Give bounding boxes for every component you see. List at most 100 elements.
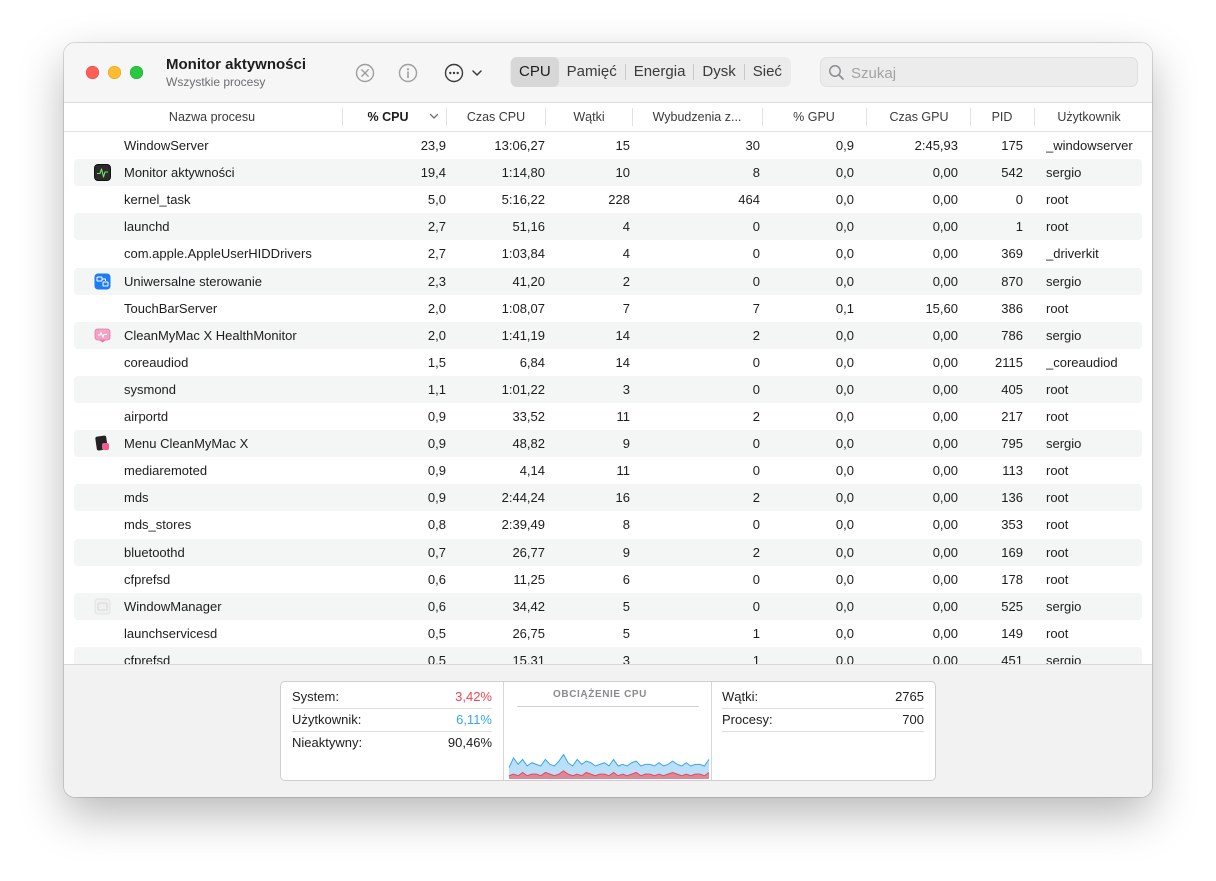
thread-count: 8 bbox=[622, 517, 630, 533]
universal-control-icon bbox=[94, 273, 111, 290]
thread-count: 11 bbox=[616, 463, 631, 479]
process-row[interactable]: TouchBarServer 2,0 1:08,07 7 7 0,1 15,60 386 roo… bbox=[74, 295, 1142, 322]
tab-network[interactable]: Sieć bbox=[752, 63, 782, 80]
thread-count: 2 bbox=[622, 273, 630, 289]
column-header-threads[interactable]: Wątki bbox=[573, 110, 605, 124]
idle-wakeups: 2 bbox=[752, 409, 760, 424]
process-row[interactable]: Menu CleanMyMac X 0,9 48,82 9 0 0,0 0,00 795 ser… bbox=[74, 430, 1142, 458]
user-load-value: 6,11% bbox=[456, 712, 492, 727]
cpu-time: 1:14,80 bbox=[501, 165, 545, 181]
process-row[interactable]: airportd 0,9 33,52 11 2 0,0 0,00 217 root bbox=[74, 403, 1142, 430]
process-name: launchservicesd bbox=[124, 625, 218, 641]
search-input[interactable] bbox=[849, 58, 1133, 88]
column-divider bbox=[632, 108, 633, 126]
column-header-gpu[interactable]: % GPU bbox=[793, 110, 835, 124]
tab-disk[interactable]: Dysk bbox=[702, 63, 736, 80]
tab-divider bbox=[743, 64, 745, 80]
cpu-time: 5:16,22 bbox=[501, 192, 545, 208]
process-row[interactable]: com.apple.AppleUserHIDDrivers 2,7 1:03,84 4… bbox=[74, 240, 1142, 267]
cpu-time: 6,84 bbox=[519, 354, 545, 370]
column-header-process-name[interactable]: Nazwa procesu bbox=[168, 110, 256, 124]
sort-descending-icon bbox=[429, 113, 439, 119]
process-row[interactable]: cfprefsd 0,6 11,25 6 0 0,0 0,00 178 root bbox=[74, 566, 1142, 593]
stop-process-icon bbox=[355, 63, 375, 83]
process-row[interactable]: launchservicesd 0,5 26,75 5 1 0,0 0,00 149 root bbox=[74, 620, 1142, 647]
user-name: sergio bbox=[1046, 652, 1082, 664]
process-row[interactable]: bluetoothd 0,7 26,77 9 2 0,0 0,00 169 root bbox=[74, 538, 1142, 566]
tab-divider bbox=[693, 64, 695, 80]
search-field[interactable] bbox=[820, 57, 1138, 88]
process-row[interactable]: CleanMyMac X HealthMonitor 2,0 1:41,19 14 2 0… bbox=[74, 321, 1142, 349]
user-load-line bbox=[508, 753, 710, 768]
process-name: cfprefsd bbox=[124, 571, 171, 587]
user-name: _windowserver bbox=[1046, 138, 1133, 153]
user-name: root bbox=[1046, 625, 1069, 641]
user-name: root bbox=[1046, 219, 1069, 235]
thread-count: 14 bbox=[615, 354, 630, 370]
table-header: Nazwa procesu % CPU Czas CPU Wątki Wybud… bbox=[64, 103, 1152, 132]
process-row[interactable]: kernel_task 5,0 5:16,22 228 464 0,0 0,00 0 root bbox=[74, 186, 1142, 213]
tab-cpu[interactable]: CPU bbox=[511, 57, 559, 87]
stop-process-button[interactable] bbox=[353, 61, 377, 85]
idle-wakeups: 464 bbox=[738, 192, 760, 208]
close-window-button[interactable] bbox=[86, 66, 99, 79]
cpu-time: 4,14 bbox=[519, 463, 545, 479]
gpu-percent: 0,0 bbox=[835, 165, 854, 181]
gpu-time: 0,00 bbox=[932, 409, 958, 424]
process-row[interactable]: sysmond 1,1 1:01,22 3 0 0,0 0,00 405 root bbox=[74, 375, 1142, 403]
idle-wakeups: 2 bbox=[752, 327, 760, 343]
thread-count: 4 bbox=[622, 219, 630, 235]
gpu-percent: 0,9 bbox=[835, 138, 854, 153]
process-row[interactable]: WindowManager 0,6 34,42 5 0 0,0 0,00 525 sergio bbox=[74, 592, 1142, 620]
column-header-idle-wakeups[interactable]: Wybudzenia z... bbox=[652, 110, 742, 124]
cpu-percent: 2,0 bbox=[427, 327, 446, 343]
process-row[interactable]: Monitor aktywności 19,4 1:14,80 10 8 0,0 0,00 5… bbox=[74, 159, 1142, 187]
process-row[interactable]: launchd 2,7 51,16 4 0 0,0 0,00 1 root bbox=[74, 213, 1142, 241]
process-name: kernel_task bbox=[124, 192, 191, 208]
process-row[interactable]: mds 0,9 2:44,24 16 2 0,0 0,00 136 root bbox=[74, 484, 1142, 512]
inspect-process-button[interactable] bbox=[396, 61, 420, 85]
process-row[interactable]: Uniwersalne sterowanie 2,3 41,20 2 0 0,0 0,00 8… bbox=[74, 267, 1142, 295]
user-load-area bbox=[509, 754, 709, 779]
gpu-time: 0,00 bbox=[932, 327, 958, 343]
idle-label: Nieaktywny: bbox=[292, 735, 363, 750]
gpu-percent: 0,0 bbox=[835, 598, 854, 614]
thread-count: 3 bbox=[622, 652, 630, 664]
user-load-row: Użytkownik: 6,11% bbox=[292, 709, 492, 732]
process-name: cfprefsd bbox=[124, 652, 171, 664]
thread-count: 6 bbox=[622, 571, 630, 587]
column-header-user[interactable]: Użytkownik bbox=[1057, 110, 1121, 124]
more-actions-menu[interactable] bbox=[442, 61, 486, 85]
gpu-percent: 0,0 bbox=[835, 409, 854, 424]
process-row[interactable]: mediaremoted 0,9 4,14 11 0 0,0 0,00 113 root bbox=[74, 457, 1142, 484]
idle-value: 90,46% bbox=[447, 735, 492, 750]
process-row[interactable]: WindowServer 23,9 13:06,27 15 30 0,9 2:45,93 17… bbox=[74, 132, 1142, 159]
pid: 149 bbox=[1001, 625, 1023, 641]
tab-memory[interactable]: Pamięć bbox=[566, 63, 617, 80]
cpu-percent: 0,5 bbox=[427, 652, 446, 664]
panel-divider bbox=[711, 682, 712, 780]
column-header-pid[interactable]: PID bbox=[991, 110, 1013, 124]
column-header-gpu-time[interactable]: Czas GPU bbox=[889, 110, 949, 124]
process-row[interactable]: coreaudiod 1,5 6,84 14 0 0,0 0,00 2115 _coreaudi… bbox=[74, 349, 1142, 376]
user-name: sergio bbox=[1046, 327, 1082, 343]
column-header-cpu-time[interactable]: Czas CPU bbox=[466, 110, 526, 124]
gpu-time: 15,60 bbox=[925, 300, 958, 316]
thread-count: 10 bbox=[615, 165, 630, 181]
user-name: root bbox=[1046, 544, 1069, 560]
zoom-window-button[interactable] bbox=[130, 66, 143, 79]
column-header-cpu[interactable]: % CPU bbox=[367, 110, 409, 124]
threads-value: 2765 bbox=[895, 689, 924, 704]
cleanmymac-health-icon bbox=[94, 327, 111, 344]
process-row[interactable]: cfprefsd 0,5 15,31 3 1 0,0 0,00 451 sergio bbox=[74, 646, 1142, 664]
minimize-window-button[interactable] bbox=[108, 66, 121, 79]
idle-wakeups: 0 bbox=[752, 517, 760, 533]
tab-energy[interactable]: Energia bbox=[633, 63, 686, 80]
process-row[interactable]: mds_stores 0,8 2:39,49 8 0 0,0 0,00 353 root bbox=[74, 511, 1142, 538]
gpu-time: 0,00 bbox=[932, 598, 958, 614]
user-name: root bbox=[1046, 192, 1069, 208]
process-name: mds_stores bbox=[124, 517, 192, 533]
idle-wakeups: 2 bbox=[752, 490, 760, 506]
process-name: CleanMyMac X HealthMonitor bbox=[124, 327, 297, 343]
cpu-percent: 1,5 bbox=[427, 354, 446, 370]
